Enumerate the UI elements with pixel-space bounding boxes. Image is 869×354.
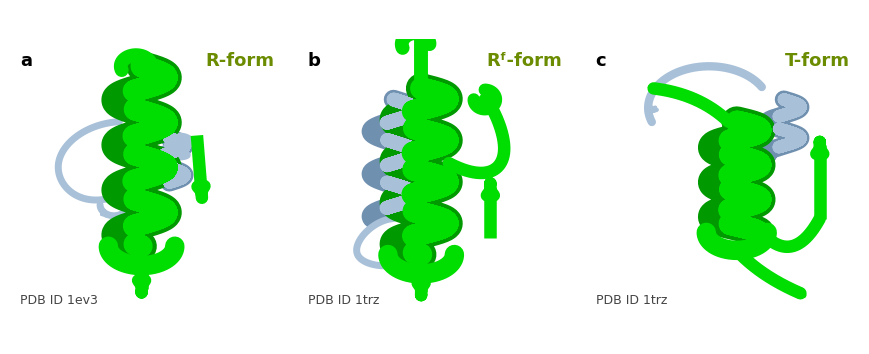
Text: c: c [595,52,606,70]
Text: PDB ID 1trz: PDB ID 1trz [308,294,379,307]
Text: PDB ID 1ev3: PDB ID 1ev3 [20,294,97,307]
Text: R-form: R-form [205,52,274,70]
Text: T-form: T-form [785,52,849,70]
Text: a: a [20,52,32,70]
Text: b: b [308,52,320,70]
Text: Rᶠ-form: Rᶠ-form [486,52,561,70]
Text: PDB ID 1trz: PDB ID 1trz [595,294,667,307]
